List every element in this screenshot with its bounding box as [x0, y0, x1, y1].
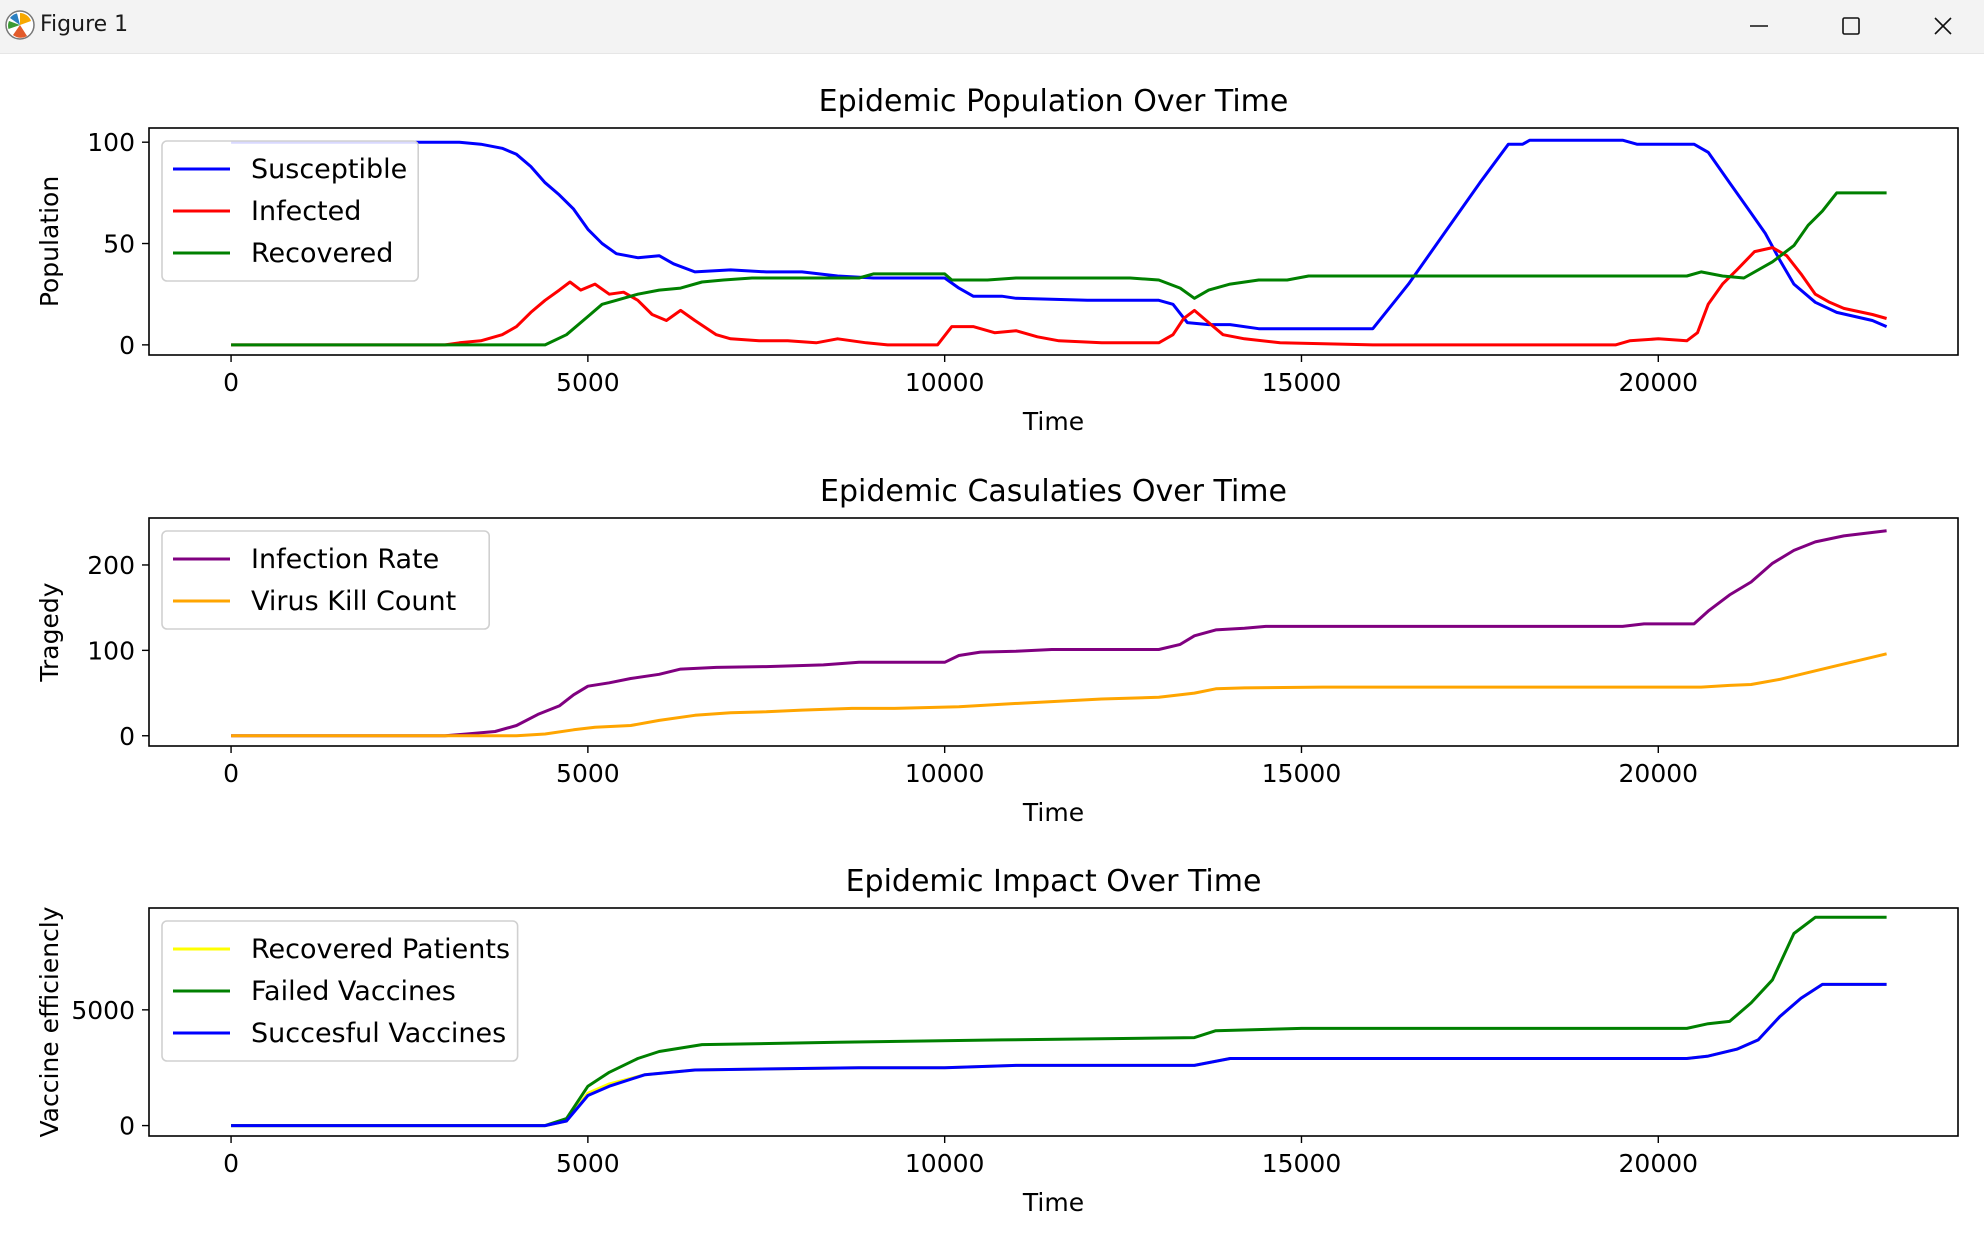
axes-frame [148, 907, 1959, 1137]
x-tick-label: 0 [223, 1149, 239, 1178]
close-icon [1934, 17, 1952, 35]
x-axis-label: Time [1022, 1188, 1084, 1217]
x-tick-label: 15000 [1262, 368, 1342, 397]
chart-title: Epidemic Casulaties Over Time [820, 474, 1287, 509]
y-axis-label: Tragedy [35, 582, 64, 682]
series-line-succesful-vaccines [231, 982, 1887, 1128]
minimize-button[interactable] [1713, 0, 1805, 53]
chart-title: Epidemic Population Over Time [819, 84, 1289, 119]
y-tick-label: 5000 [71, 996, 135, 1025]
axes-frame [148, 517, 1959, 747]
y-tick-label: 100 [87, 128, 135, 157]
x-tick-label: 10000 [905, 1149, 985, 1178]
x-tick-label: 10000 [905, 759, 985, 788]
x-axis-label: Time [1022, 407, 1084, 436]
legend-label: Virus Kill Count [251, 586, 456, 617]
x-tick-label: 5000 [556, 368, 620, 397]
legend-box [161, 530, 491, 630]
x-tick-label: 5000 [556, 1149, 620, 1178]
series-line-infected [231, 246, 1888, 347]
maximize-button[interactable] [1805, 0, 1897, 53]
y-axis-label: Vaccine efficiencly [35, 906, 64, 1137]
y-tick-label: 0 [119, 722, 135, 751]
y-tick-label: 50 [103, 230, 135, 259]
y-tick-label: 0 [119, 1112, 135, 1141]
window-titlebar: Figure 1 [0, 0, 1984, 54]
x-tick-label: 20000 [1619, 368, 1699, 397]
window-title: Figure 1 [40, 12, 129, 37]
legend-label: Recovered Patients [251, 934, 510, 965]
series-line-infection-rate [231, 529, 1887, 738]
close-button[interactable] [1897, 0, 1984, 53]
series-lines [231, 138, 1888, 347]
chart-panel-2: 0 5000 10000 15000 20000 0 100 200 Epidemic Casu… [35, 474, 1959, 827]
legend-label: Infected [251, 196, 361, 227]
x-tick-label: 0 [223, 368, 239, 397]
legend: Infection Rate Virus Kill Count [161, 530, 491, 630]
y-tick-label: 100 [87, 636, 135, 665]
series-line-recovered [231, 191, 1887, 347]
legend: Susceptible Infected Recovered [161, 140, 420, 282]
chart-panel-3: 0 5000 10000 15000 20000 0 5000 Epidemic Impact… [35, 864, 1959, 1217]
y-tick-label: 0 [119, 331, 135, 360]
legend-label: Infection Rate [251, 544, 439, 575]
chart-title: Epidemic Impact Over Time [846, 864, 1262, 899]
legend-label: Recovered [251, 238, 393, 269]
axes-frame [148, 127, 1959, 356]
y-axis-label: Population [35, 176, 64, 307]
minimize-icon [1750, 25, 1768, 27]
series-line-virus-kill-count [231, 652, 1887, 738]
y-tick-label: 200 [87, 551, 135, 580]
x-tick-label: 15000 [1262, 1149, 1342, 1178]
x-tick-label: 0 [223, 759, 239, 788]
maximize-icon [1842, 17, 1860, 35]
series-line-susceptible [231, 138, 1888, 331]
series-line-failed-vaccines [231, 915, 1887, 1128]
legend-box [161, 140, 420, 282]
legend: Recovered Patients Failed Vaccines Succesf… [161, 920, 519, 1062]
x-tick-label: 15000 [1262, 759, 1342, 788]
series-lines [231, 915, 1887, 1128]
legend-label: Susceptible [251, 154, 407, 185]
legend-label: Failed Vaccines [251, 976, 456, 1007]
x-tick-label: 20000 [1619, 1149, 1699, 1178]
x-tick-label: 10000 [905, 368, 985, 397]
x-tick-label: 5000 [556, 759, 620, 788]
matplotlib-logo-icon [5, 10, 35, 40]
x-axis-label: Time [1022, 798, 1084, 827]
legend-box [161, 920, 519, 1062]
legend-label: Succesful Vaccines [251, 1018, 506, 1049]
chart-panel-1: 0 5000 10000 15000 20000 0 50 100 Epidemic Popul… [35, 84, 1959, 436]
x-tick-label: 20000 [1619, 759, 1699, 788]
series-lines [231, 529, 1887, 738]
